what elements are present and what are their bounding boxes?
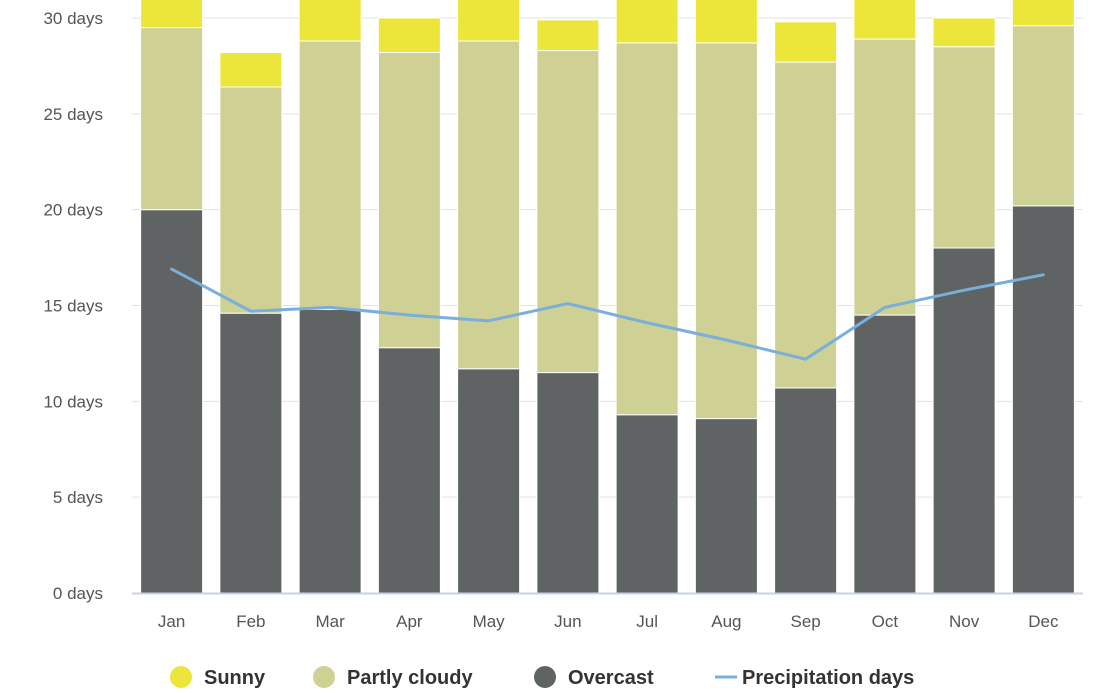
y-tick-label: 5 days bbox=[53, 488, 103, 507]
bar-overcast-nov[interactable] bbox=[932, 247, 996, 594]
legend-swatch-partly-cloudy bbox=[313, 666, 335, 688]
bar-sunny-nov[interactable] bbox=[932, 17, 996, 48]
bar-partly-cloudy-apr[interactable] bbox=[377, 52, 441, 349]
bar-sunny-apr[interactable] bbox=[377, 17, 441, 53]
x-tick-label-mar: Mar bbox=[315, 612, 345, 631]
bar-sunny-jan[interactable] bbox=[140, 0, 204, 29]
legend-label-sunny: Sunny bbox=[204, 667, 266, 689]
legend: Sunny Partly cloudy Overcast Precipitation … bbox=[170, 666, 914, 689]
bar-overcast-oct[interactable] bbox=[853, 314, 917, 594]
bar-partly-cloudy-nov[interactable] bbox=[932, 46, 996, 249]
x-tick-label-aug: Aug bbox=[711, 612, 741, 631]
precipitation-line-layer bbox=[170, 267, 1045, 361]
legend-label-partly-cloudy: Partly cloudy bbox=[347, 667, 473, 689]
bar-overcast-apr[interactable] bbox=[377, 347, 441, 594]
x-tick-label-sep: Sep bbox=[791, 612, 821, 631]
bar-overcast-sep[interactable] bbox=[774, 387, 838, 594]
bar-partly-cloudy-may[interactable] bbox=[457, 40, 521, 370]
bar-partly-cloudy-jan[interactable] bbox=[140, 27, 204, 211]
bar-sunny-oct[interactable] bbox=[853, 0, 917, 40]
bar-overcast-dec[interactable] bbox=[1011, 205, 1075, 594]
x-tick-label-apr: Apr bbox=[396, 612, 423, 631]
stacked-bars bbox=[140, 0, 1075, 594]
bar-partly-cloudy-jul[interactable] bbox=[615, 42, 679, 416]
legend-item-precipitation-days[interactable]: Precipitation days bbox=[715, 667, 914, 689]
x-tick-label-may: May bbox=[473, 612, 506, 631]
bar-overcast-jul[interactable] bbox=[615, 414, 679, 594]
bar-overcast-may[interactable] bbox=[457, 368, 521, 594]
line-precipitation-days[interactable] bbox=[170, 267, 1045, 361]
legend-label-overcast: Overcast bbox=[568, 667, 654, 689]
y-tick-label: 15 days bbox=[43, 297, 103, 316]
bar-sunny-jul[interactable] bbox=[615, 0, 679, 44]
axes: 0 days 5 days 10 days 15 days 20 days 25 days… bbox=[43, 9, 1083, 631]
x-tick-label-jan: Jan bbox=[158, 612, 185, 631]
y-tick-label: 20 days bbox=[43, 201, 103, 220]
bar-sunny-jun[interactable] bbox=[536, 19, 600, 52]
x-tick-label-feb: Feb bbox=[236, 612, 265, 631]
bar-partly-cloudy-aug[interactable] bbox=[694, 42, 758, 420]
x-tick-label-oct: Oct bbox=[872, 612, 899, 631]
bar-sunny-may[interactable] bbox=[457, 0, 521, 42]
y-tick-label: 25 days bbox=[43, 105, 103, 124]
x-tick-label-nov: Nov bbox=[949, 612, 980, 631]
bar-sunny-sep[interactable] bbox=[774, 21, 838, 63]
bar-partly-cloudy-mar[interactable] bbox=[298, 40, 362, 310]
grid-lines bbox=[132, 17, 1083, 498]
legend-item-partly-cloudy[interactable]: Partly cloudy bbox=[313, 666, 473, 689]
bar-overcast-jan[interactable] bbox=[140, 209, 204, 594]
y-tick-label: 30 days bbox=[43, 9, 103, 28]
bar-overcast-mar[interactable] bbox=[298, 308, 362, 594]
legend-item-overcast[interactable]: Overcast bbox=[534, 666, 654, 689]
legend-swatch-overcast bbox=[534, 666, 556, 688]
bar-overcast-jun[interactable] bbox=[536, 372, 600, 594]
legend-swatch-sunny bbox=[170, 666, 192, 688]
bar-partly-cloudy-dec[interactable] bbox=[1011, 25, 1075, 207]
bar-partly-cloudy-jun[interactable] bbox=[536, 50, 600, 374]
bar-sunny-feb[interactable] bbox=[219, 52, 283, 88]
bar-sunny-aug[interactable] bbox=[694, 0, 758, 44]
x-tick-label-jun: Jun bbox=[554, 612, 581, 631]
bar-overcast-aug[interactable] bbox=[694, 418, 758, 594]
y-tick-label: 0 days bbox=[53, 584, 103, 603]
bar-sunny-dec[interactable] bbox=[1011, 0, 1075, 27]
legend-item-sunny[interactable]: Sunny bbox=[170, 666, 266, 689]
bar-partly-cloudy-sep[interactable] bbox=[774, 61, 838, 389]
bar-partly-cloudy-feb[interactable] bbox=[219, 86, 283, 314]
bar-overcast-feb[interactable] bbox=[219, 312, 283, 594]
x-tick-label-dec: Dec bbox=[1028, 612, 1059, 631]
bar-partly-cloudy-oct[interactable] bbox=[853, 38, 917, 316]
bar-sunny-mar[interactable] bbox=[298, 0, 362, 42]
legend-label-precipitation-days: Precipitation days bbox=[742, 667, 914, 689]
x-tick-label-jul: Jul bbox=[636, 612, 658, 631]
y-tick-label: 10 days bbox=[43, 392, 103, 411]
